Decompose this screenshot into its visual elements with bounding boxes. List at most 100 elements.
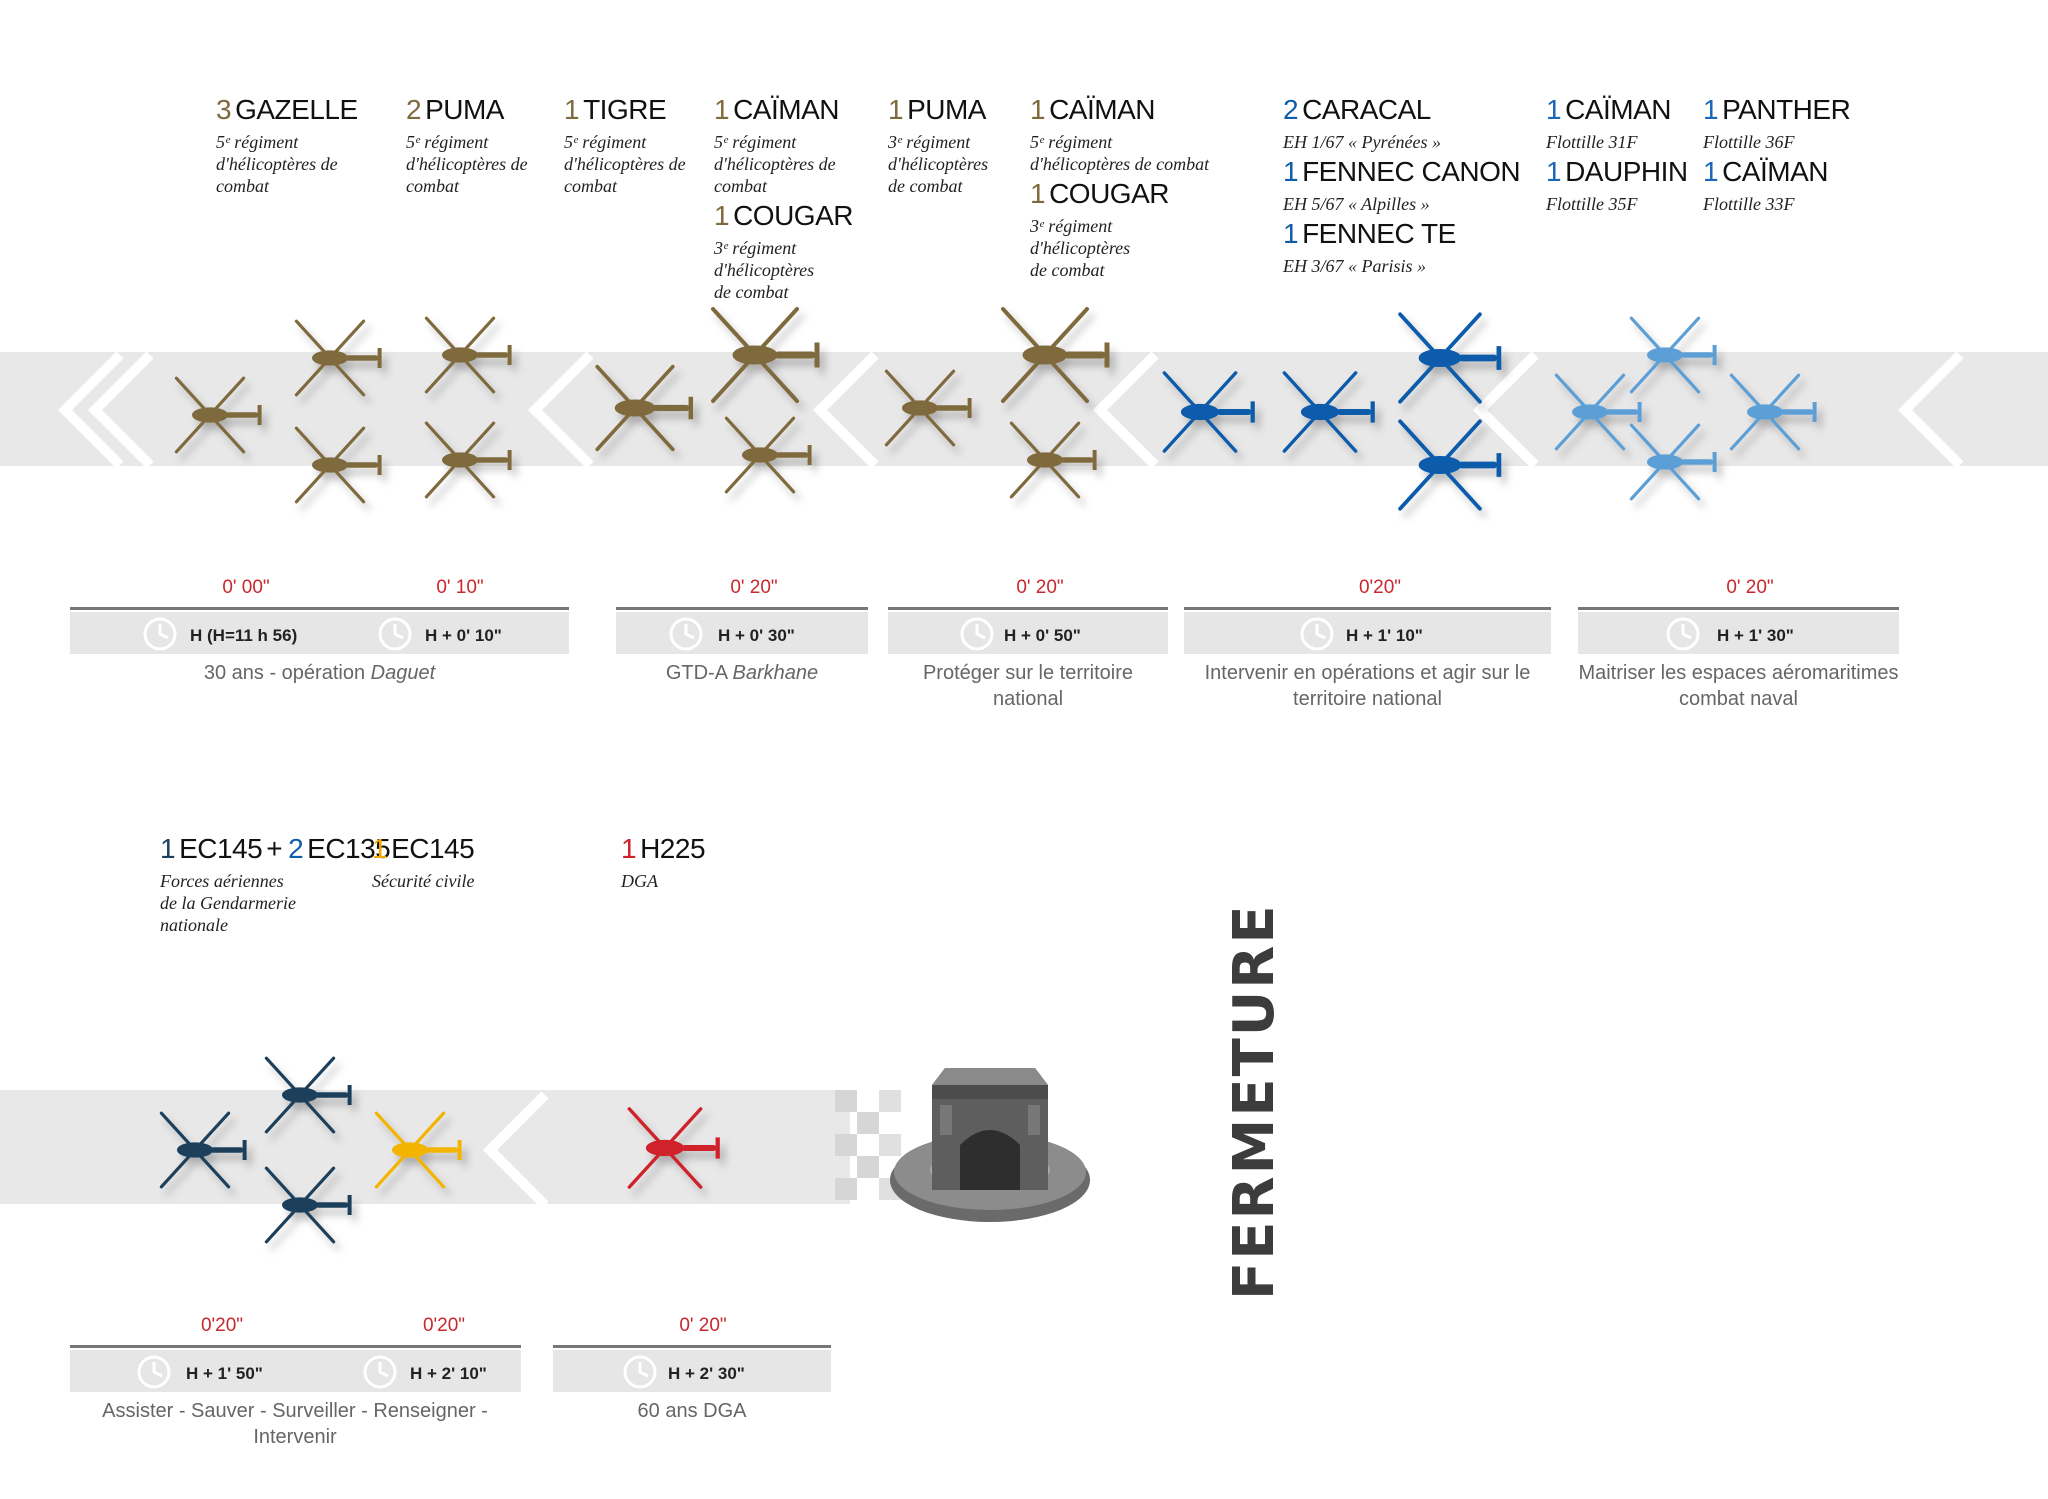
unit-label-securite-civile: 1 EC145 Sécurité civile xyxy=(372,832,475,892)
time-label: H (H=11 h 56) xyxy=(190,626,298,645)
unit-label-gendarmerie: 1 EC145 +2 EC135 Forces aériennes de la Gen… xyxy=(160,832,391,936)
unit-count: 1 xyxy=(714,94,730,125)
closing-label: FERMETURE xyxy=(1222,903,1287,1300)
unit-count: 1 xyxy=(160,833,176,864)
helicopter-icons-army xyxy=(174,307,1111,504)
unit-count: 1 xyxy=(1030,94,1046,125)
unit-sub: d'hélicoptères de xyxy=(714,154,836,174)
duration-label: 0' 20" xyxy=(730,577,778,598)
unit-sub: EH 5/67 « Alpilles » xyxy=(1283,194,1430,214)
unit-sub: 3ᵉ régiment xyxy=(888,132,971,152)
timeline-line xyxy=(70,607,569,610)
unit-label-dga: 1 H225 DGA xyxy=(621,832,706,892)
unit-sub: de la Gendarmerie xyxy=(160,893,296,913)
timeline-time-box xyxy=(616,612,868,654)
timeline-time-box xyxy=(888,612,1168,654)
unit-count: 1 xyxy=(1546,94,1562,125)
time-label: H + 1' 10" xyxy=(1346,626,1423,645)
unit-sub: 5ᵉ régiment xyxy=(714,132,797,152)
unit-count: 1 xyxy=(714,200,730,231)
direction-chevrons xyxy=(57,351,1964,469)
direction-chevron xyxy=(482,1091,549,1209)
time-label: H + 0' 10" xyxy=(425,626,502,645)
unit-sub: EH 1/67 « Pyrénées » xyxy=(1283,132,1441,152)
unit-sub: d'hélicoptères de xyxy=(564,154,686,174)
unit-sub: d'hélicoptères de xyxy=(406,154,528,174)
unit-sub: d'hélicoptères xyxy=(714,260,815,280)
clock-icon xyxy=(363,1355,397,1389)
caption-text: GTD-A xyxy=(665,662,733,684)
timeline-line xyxy=(888,607,1168,610)
timeline-line xyxy=(1184,607,1551,610)
unit-sub: d'hélicoptères de xyxy=(216,154,338,174)
time-label: H + 2' 30" xyxy=(668,1364,745,1383)
caption-emphasis: Barkhane xyxy=(732,662,819,684)
unit-sub: Forces aériennes xyxy=(160,871,284,891)
unit-sub: combat xyxy=(564,176,617,196)
unit-count: 1 xyxy=(621,833,637,864)
unit-label-puma-2: 1 PUMA 3ᵉ régiment d'hélicoptères de comb… xyxy=(888,93,988,197)
unit-sub: 5ᵉ régiment xyxy=(1030,132,1113,152)
unit-sub: Flottille 33F xyxy=(1703,194,1795,214)
duration-label: 0' 20" xyxy=(679,1315,727,1336)
unit-name: PUMA xyxy=(907,94,986,125)
timeline-line xyxy=(616,607,868,610)
time-label: H + 1' 30" xyxy=(1717,626,1794,645)
unit-name: CAÏMAN xyxy=(1049,94,1155,125)
unit-sub: DGA xyxy=(621,871,658,891)
time-label: H + 1' 50" xyxy=(186,1364,263,1383)
time-label: H + 0' 30" xyxy=(718,626,795,645)
unit-sub: EH 3/67 « Parisis » xyxy=(1283,256,1427,276)
unit-sub: 5ᵉ régiment xyxy=(216,132,299,152)
clock-icon xyxy=(623,1355,657,1389)
segment-caption: 30 ans - opération Daguet xyxy=(70,660,569,686)
unit-count: 3 xyxy=(216,94,232,125)
unit-count: 1 xyxy=(1703,94,1719,125)
helicopter-icon-securite-civile xyxy=(374,1111,463,1189)
unit-count: 2 xyxy=(1283,94,1299,125)
unit-sub: Flottille 31F xyxy=(1546,132,1638,152)
unit-name: PANTHER xyxy=(1722,94,1851,125)
unit-sub: de combat xyxy=(714,282,789,302)
clock-icon xyxy=(1666,617,1700,651)
segment-caption: Protéger sur le territoire national xyxy=(888,660,1168,712)
unit-sub: 3ᵉ régiment xyxy=(1030,216,1113,236)
clock-icon xyxy=(960,617,994,651)
segment-caption: Intervenir en opérations et agir sur le … xyxy=(1184,660,1551,712)
bottom-formation-graphic xyxy=(159,1056,1090,1244)
unit-sub: 5ᵉ régiment xyxy=(406,132,489,152)
unit-name: EC145 xyxy=(179,833,263,864)
unit-label-caiman-cougar-2: 1 CAÏMAN 5ᵉ régiment d'hélicoptères de co… xyxy=(1030,93,1209,281)
duration-label: 0' 00" xyxy=(222,577,270,598)
unit-count: 1 xyxy=(1703,156,1719,187)
unit-label-caiman-cougar: 1 CAÏMAN 5ᵉ régiment d'hélicoptères de co… xyxy=(714,93,853,303)
unit-sub: Flottille 36F xyxy=(1703,132,1795,152)
duration-label: 0' 20" xyxy=(1726,577,1774,598)
segment-caption: 60 ans DGA xyxy=(637,1400,747,1422)
unit-name: EC135 xyxy=(307,833,391,864)
unit-sub: 3ᵉ régiment xyxy=(714,238,797,258)
clock-icon xyxy=(143,617,177,651)
timeline-line xyxy=(553,1345,831,1348)
helicopter-icons-gendarmerie xyxy=(159,1056,353,1244)
helicopter-icon-dga xyxy=(627,1107,722,1189)
unit-count: 1 xyxy=(372,833,388,864)
segment-caption: GTD-A Barkhane xyxy=(616,660,868,686)
clock-icon xyxy=(1300,617,1334,651)
unit-count: 1 xyxy=(1546,156,1562,187)
unit-sub: d'hélicoptères xyxy=(888,154,989,174)
time-label: H + 0' 50" xyxy=(1004,626,1081,645)
unit-count: 1 xyxy=(1283,218,1299,249)
unit-sub: Flottille 35F xyxy=(1546,194,1638,214)
unit-plus: + xyxy=(266,833,283,864)
caption-text: Protéger sur le territoire national xyxy=(922,662,1134,710)
arc-de-triomphe-illustration xyxy=(890,1068,1090,1222)
checkered-flag-pattern xyxy=(835,1090,901,1200)
clock-icon xyxy=(669,617,703,651)
time-label: H + 2' 10" xyxy=(410,1364,487,1383)
unit-name: GAZELLE xyxy=(235,94,358,125)
unit-count: 1 xyxy=(1283,156,1299,187)
timeline-time-box xyxy=(1184,612,1551,654)
unit-sub: Sécurité civile xyxy=(372,871,475,891)
unit-name: COUGAR xyxy=(733,200,853,231)
